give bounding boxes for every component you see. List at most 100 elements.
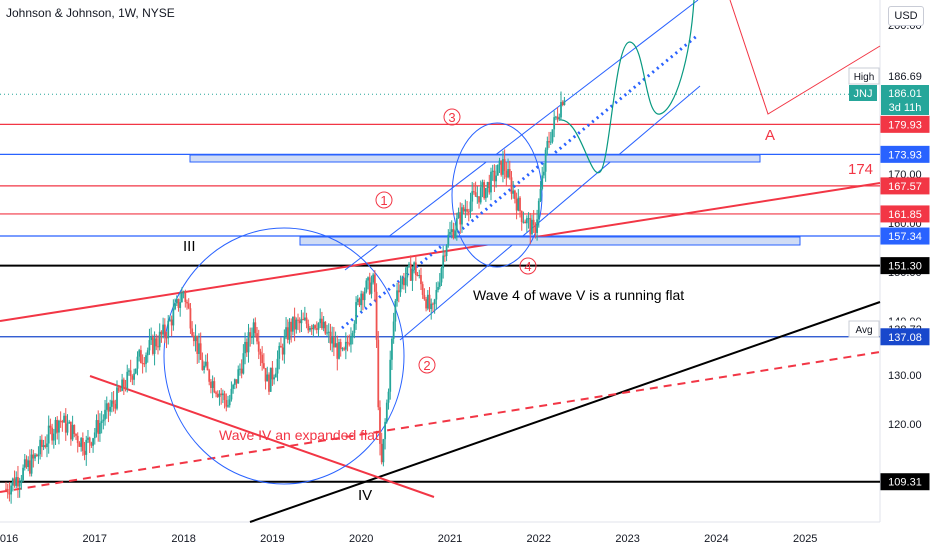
candle-body bbox=[153, 338, 156, 354]
zone-upper bbox=[189, 154, 761, 163]
candle-body bbox=[261, 354, 264, 364]
candle-body bbox=[216, 393, 219, 397]
candle-body bbox=[310, 327, 313, 330]
candle-body bbox=[114, 403, 117, 409]
candle-body bbox=[331, 337, 334, 344]
candle-body bbox=[288, 321, 291, 340]
candle-body bbox=[271, 367, 274, 380]
grid bbox=[0, 0, 881, 523]
circled-wave-label: 3 bbox=[448, 110, 455, 125]
candle-body bbox=[20, 479, 23, 484]
x-axis: 2016 2017 2018 2019 2020 2021 2022 2023 2024 2025 bbox=[0, 533, 817, 545]
candle-body bbox=[56, 419, 59, 433]
candle-body bbox=[297, 319, 299, 321]
candle-body bbox=[462, 207, 465, 212]
candle-body bbox=[481, 182, 484, 188]
candle-body bbox=[433, 299, 436, 305]
wave-label-iii: III bbox=[183, 238, 196, 255]
candle-body bbox=[298, 320, 301, 324]
candle-body bbox=[213, 381, 216, 393]
candle-body bbox=[39, 439, 42, 455]
candle-body bbox=[269, 367, 272, 392]
x-tick-label: 2023 bbox=[615, 533, 639, 545]
candle-body bbox=[249, 332, 252, 338]
candle-body bbox=[204, 361, 207, 366]
projection-path bbox=[559, 0, 695, 174]
candle-body bbox=[17, 477, 19, 487]
candle-body bbox=[464, 209, 467, 212]
candle-body bbox=[180, 293, 183, 303]
candle-body bbox=[435, 289, 438, 300]
candle-body bbox=[339, 342, 342, 349]
candle-body bbox=[408, 263, 410, 267]
badge-value-bg bbox=[880, 473, 930, 491]
ellipse-wave-4 bbox=[451, 122, 543, 268]
candle-body bbox=[334, 343, 337, 348]
candle-body bbox=[78, 443, 81, 447]
candle-body bbox=[140, 350, 142, 364]
candle-body bbox=[411, 269, 414, 281]
candle-body bbox=[527, 218, 530, 220]
badge-value: 173.93 bbox=[888, 149, 922, 161]
candle-body bbox=[215, 392, 217, 394]
candle-body bbox=[420, 275, 422, 285]
candle-body bbox=[42, 445, 45, 447]
candle-body bbox=[134, 368, 137, 374]
candle-body bbox=[520, 211, 523, 222]
candle-body bbox=[554, 116, 557, 118]
candle-body bbox=[372, 274, 375, 283]
candle-body bbox=[543, 171, 545, 176]
candle-body bbox=[179, 302, 182, 308]
candle-body bbox=[319, 318, 322, 324]
badge-value: 151.30 bbox=[888, 261, 922, 273]
candle-body bbox=[37, 454, 40, 457]
candle-body bbox=[203, 365, 205, 370]
candle-body bbox=[235, 379, 238, 384]
candle-body bbox=[201, 359, 204, 370]
candle-body bbox=[484, 188, 487, 199]
candle-body bbox=[375, 291, 378, 340]
candle-body bbox=[128, 370, 130, 372]
candle-body bbox=[105, 403, 108, 410]
circled-wave-marker bbox=[418, 356, 436, 374]
candle-body bbox=[10, 485, 13, 495]
candle-body bbox=[61, 421, 64, 423]
candle-body bbox=[536, 219, 538, 234]
candle-body bbox=[449, 231, 451, 235]
candle-body bbox=[210, 381, 212, 388]
candle-body bbox=[384, 421, 387, 440]
candle-body bbox=[539, 188, 542, 201]
currency-button[interactable]: USD bbox=[888, 6, 924, 26]
candle-body bbox=[46, 443, 48, 447]
candle-body bbox=[423, 294, 426, 300]
candle-body bbox=[133, 373, 135, 380]
candle-body bbox=[322, 321, 325, 329]
candle-body bbox=[151, 337, 154, 354]
candle-body bbox=[218, 393, 221, 397]
badge-tag: High bbox=[854, 72, 875, 83]
x-tick-label: 2018 bbox=[171, 533, 195, 545]
candle-body bbox=[90, 442, 93, 446]
candle-body bbox=[47, 425, 50, 444]
candle-body bbox=[145, 355, 147, 364]
x-tick-label: 2025 bbox=[793, 533, 817, 545]
candle-body bbox=[302, 318, 305, 320]
candle-body bbox=[273, 377, 276, 380]
badge-tag-bg bbox=[848, 320, 880, 338]
candle-body bbox=[155, 338, 158, 347]
candle-body bbox=[440, 268, 443, 283]
badge-value-bg bbox=[880, 115, 930, 133]
candle-body bbox=[227, 405, 229, 407]
candle-body bbox=[350, 337, 352, 345]
candle-body bbox=[382, 439, 385, 463]
candle-body bbox=[146, 350, 149, 356]
candle-body bbox=[110, 400, 113, 407]
candle-body bbox=[5, 488, 7, 490]
candle-body bbox=[8, 492, 11, 495]
candle-body bbox=[399, 284, 402, 293]
candle-body bbox=[87, 437, 89, 440]
candle-body bbox=[22, 467, 24, 480]
candle-body bbox=[432, 303, 434, 305]
